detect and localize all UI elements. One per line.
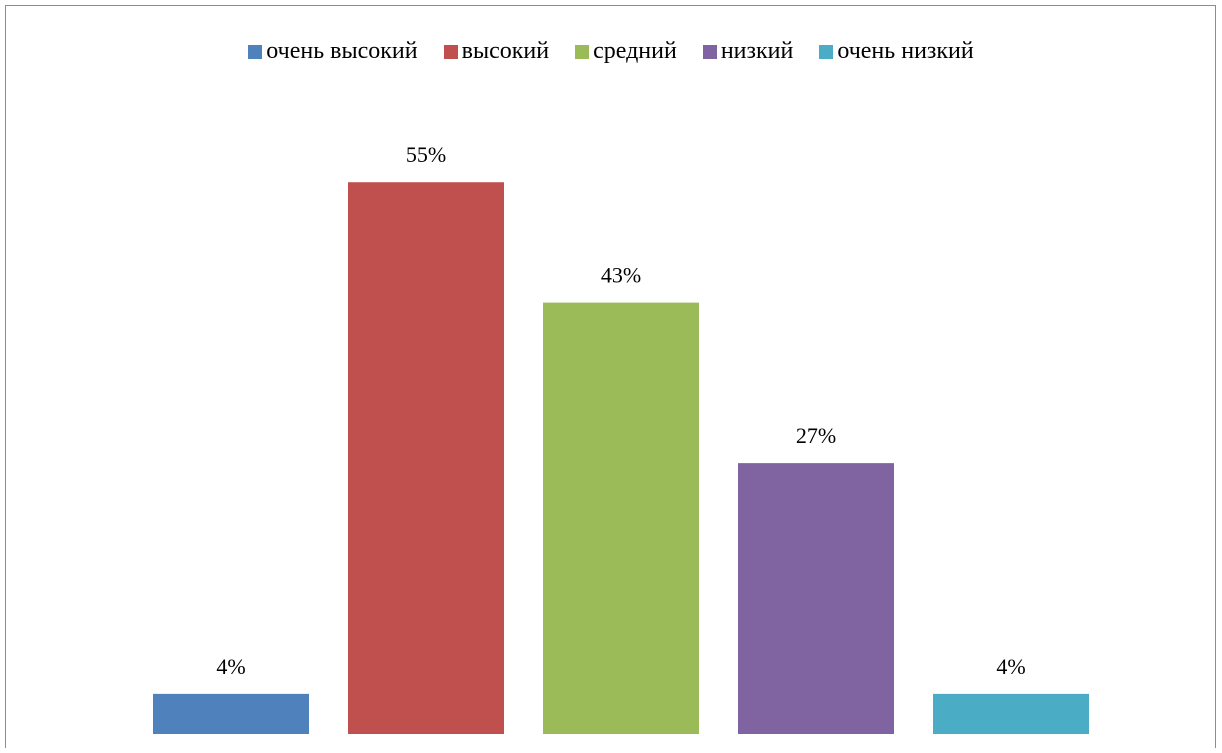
- legend-label-very-high: очень высокий: [266, 38, 418, 64]
- legend-item-very-low: очень низкий: [819, 38, 974, 65]
- value-label-4: 4%: [996, 654, 1025, 679]
- legend-swatch-low: [702, 44, 717, 59]
- bar-0: [153, 693, 309, 734]
- value-label-2: 43%: [601, 263, 641, 288]
- bar-4: [933, 693, 1089, 734]
- legend-swatch-medium: [575, 44, 590, 59]
- bar-2: [543, 302, 699, 734]
- legend-item-high: высокий: [443, 38, 550, 65]
- legend-label-very-low: очень низкий: [837, 38, 974, 64]
- legend-label-low: низкий: [720, 38, 794, 64]
- legend-swatch-high: [443, 44, 458, 59]
- value-label-0: 4%: [216, 654, 245, 679]
- bars-group: [153, 182, 1089, 734]
- legend-item-medium: средний: [575, 38, 677, 65]
- legend-swatch-very-low: [819, 44, 834, 59]
- value-label-3: 27%: [796, 423, 836, 448]
- value-labels-group: 4% 55% 43% 27% 4%: [216, 142, 1025, 679]
- legend-item-very-high: очень высокий: [248, 38, 418, 65]
- bar-1: [348, 182, 504, 734]
- bar-3: [738, 463, 894, 734]
- chart-legend: очень высокий высокий средний низкий оче…: [0, 38, 1222, 65]
- legend-swatch-very-high: [248, 44, 263, 59]
- legend-label-medium: средний: [593, 38, 677, 64]
- legend-item-low: низкий: [702, 38, 794, 65]
- legend-label-high: высокий: [461, 38, 550, 64]
- value-label-1: 55%: [406, 142, 446, 167]
